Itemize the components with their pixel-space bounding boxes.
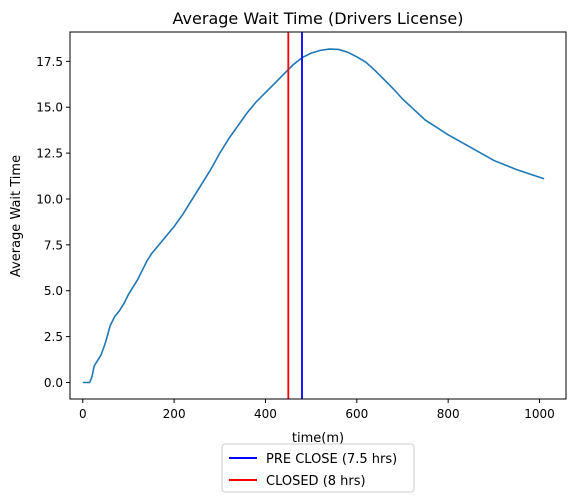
y-tick-label: 15.0 xyxy=(36,101,63,115)
chart-title: Average Wait Time (Drivers License) xyxy=(173,9,464,28)
x-axis-label: time(m) xyxy=(292,431,344,446)
x-tick-label: 200 xyxy=(163,407,186,421)
y-axis: 0.0 2.5 5.0 7.5 10.0 12.5 15.0 17.5 xyxy=(36,55,70,390)
x-tick-label: 600 xyxy=(345,407,368,421)
x-tick-label: 1000 xyxy=(524,407,555,421)
y-tick-label: 2.5 xyxy=(44,330,63,344)
legend-label-pre-close: PRE CLOSE (7.5 hrs) xyxy=(266,452,397,467)
y-axis-label: Average Wait Time xyxy=(9,155,24,277)
legend-label-closed: CLOSED (8 hrs) xyxy=(266,474,366,489)
x-tick-label: 0 xyxy=(79,407,87,421)
y-tick-label: 10.0 xyxy=(36,192,63,206)
axes-frame xyxy=(69,31,567,400)
x-tick-label: 800 xyxy=(437,407,460,421)
x-tick-label: 400 xyxy=(254,407,277,421)
legend-box xyxy=(221,443,415,493)
series-line-0 xyxy=(82,48,545,384)
y-tick-label: 7.5 xyxy=(44,238,63,252)
x-axis: 0 200 400 600 800 1000 xyxy=(79,399,555,421)
plot-area xyxy=(82,32,545,399)
legend: PRE CLOSE (7.5 hrs) CLOSED (8 hrs) xyxy=(221,443,415,493)
y-tick-label: 0.0 xyxy=(44,376,63,390)
y-tick-label: 17.5 xyxy=(36,55,63,69)
y-tick-label: 5.0 xyxy=(44,284,63,298)
y-tick-label: 12.5 xyxy=(36,147,63,161)
